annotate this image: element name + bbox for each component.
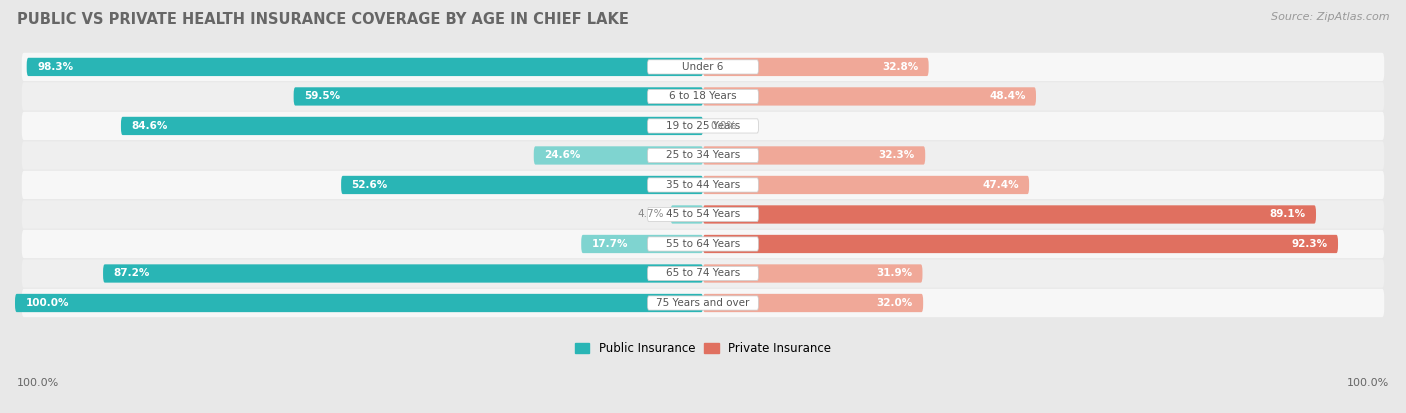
FancyBboxPatch shape [21, 289, 1385, 317]
FancyBboxPatch shape [703, 146, 925, 165]
FancyBboxPatch shape [703, 205, 1316, 223]
FancyBboxPatch shape [21, 171, 1385, 199]
FancyBboxPatch shape [648, 237, 758, 251]
Text: 87.2%: 87.2% [114, 268, 150, 278]
Text: 32.3%: 32.3% [879, 150, 915, 161]
FancyBboxPatch shape [21, 112, 1385, 140]
Text: 59.5%: 59.5% [304, 91, 340, 102]
FancyBboxPatch shape [648, 207, 758, 221]
Text: 84.6%: 84.6% [131, 121, 167, 131]
FancyBboxPatch shape [648, 266, 758, 280]
Text: 25 to 34 Years: 25 to 34 Years [666, 150, 740, 161]
FancyBboxPatch shape [342, 176, 703, 194]
Text: 89.1%: 89.1% [1270, 209, 1306, 219]
Text: 100.0%: 100.0% [1347, 378, 1389, 388]
FancyBboxPatch shape [648, 119, 758, 133]
Text: 4.7%: 4.7% [637, 209, 664, 219]
FancyBboxPatch shape [103, 264, 703, 282]
Text: Source: ZipAtlas.com: Source: ZipAtlas.com [1271, 12, 1389, 22]
FancyBboxPatch shape [15, 294, 703, 312]
FancyBboxPatch shape [21, 230, 1385, 258]
FancyBboxPatch shape [21, 82, 1385, 111]
FancyBboxPatch shape [703, 58, 929, 76]
Text: 45 to 54 Years: 45 to 54 Years [666, 209, 740, 219]
Text: 48.4%: 48.4% [990, 91, 1025, 102]
Text: 17.7%: 17.7% [592, 239, 628, 249]
Text: 19 to 25 Years: 19 to 25 Years [666, 121, 740, 131]
Text: 24.6%: 24.6% [544, 150, 581, 161]
Text: 55 to 64 Years: 55 to 64 Years [666, 239, 740, 249]
Text: 35 to 44 Years: 35 to 44 Years [666, 180, 740, 190]
Text: PUBLIC VS PRIVATE HEALTH INSURANCE COVERAGE BY AGE IN CHIEF LAKE: PUBLIC VS PRIVATE HEALTH INSURANCE COVER… [17, 12, 628, 27]
FancyBboxPatch shape [27, 58, 703, 76]
Text: 65 to 74 Years: 65 to 74 Years [666, 268, 740, 278]
FancyBboxPatch shape [648, 148, 758, 163]
FancyBboxPatch shape [21, 259, 1385, 287]
Text: 6 to 18 Years: 6 to 18 Years [669, 91, 737, 102]
FancyBboxPatch shape [648, 89, 758, 104]
FancyBboxPatch shape [534, 146, 703, 165]
FancyBboxPatch shape [294, 87, 703, 106]
FancyBboxPatch shape [648, 178, 758, 192]
FancyBboxPatch shape [581, 235, 703, 253]
FancyBboxPatch shape [703, 87, 1036, 106]
FancyBboxPatch shape [671, 205, 703, 223]
Text: 32.8%: 32.8% [882, 62, 918, 72]
FancyBboxPatch shape [648, 296, 758, 310]
Text: 52.6%: 52.6% [352, 180, 388, 190]
Text: 0.0%: 0.0% [710, 121, 737, 131]
FancyBboxPatch shape [21, 53, 1385, 81]
Text: 100.0%: 100.0% [25, 298, 69, 308]
Text: 32.0%: 32.0% [876, 298, 912, 308]
FancyBboxPatch shape [648, 60, 758, 74]
Text: 100.0%: 100.0% [17, 378, 59, 388]
Text: 75 Years and over: 75 Years and over [657, 298, 749, 308]
FancyBboxPatch shape [21, 200, 1385, 229]
FancyBboxPatch shape [121, 117, 703, 135]
Text: 31.9%: 31.9% [876, 268, 912, 278]
FancyBboxPatch shape [21, 141, 1385, 170]
FancyBboxPatch shape [703, 235, 1339, 253]
FancyBboxPatch shape [703, 176, 1029, 194]
Text: Under 6: Under 6 [682, 62, 724, 72]
FancyBboxPatch shape [703, 264, 922, 282]
FancyBboxPatch shape [703, 294, 924, 312]
Text: 98.3%: 98.3% [37, 62, 73, 72]
Text: 47.4%: 47.4% [983, 180, 1019, 190]
Text: 92.3%: 92.3% [1292, 239, 1327, 249]
Legend: Public Insurance, Private Insurance: Public Insurance, Private Insurance [571, 337, 835, 360]
